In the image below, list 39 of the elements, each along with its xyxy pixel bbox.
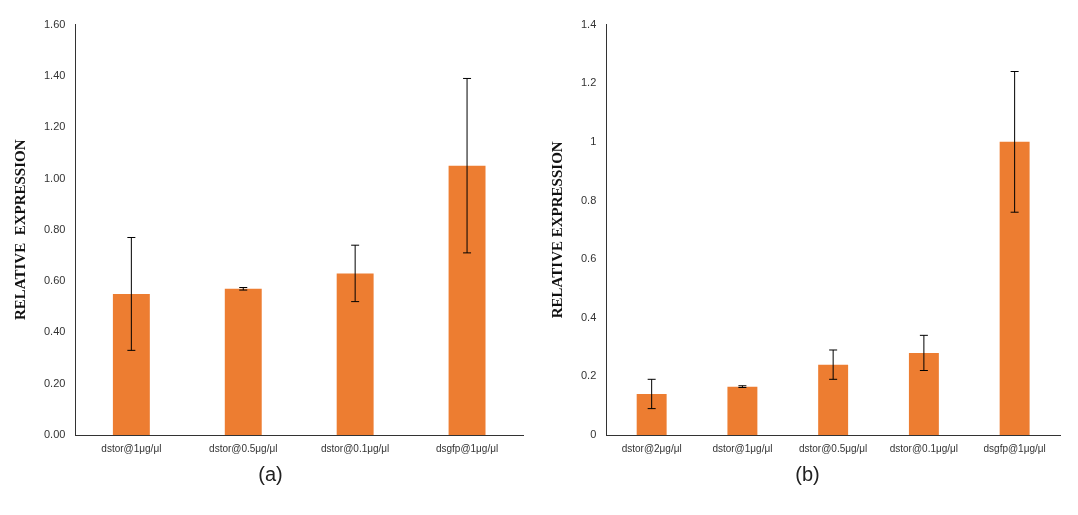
bar	[908, 352, 939, 435]
x-tick-label: dsgfp@1μg/μl	[435, 442, 499, 454]
y-tick-label: 1.4	[580, 17, 597, 30]
y-tick-label: 1.60	[43, 17, 66, 30]
y-tick-label: 0.80	[43, 222, 66, 235]
bar	[448, 165, 486, 435]
x-tick-label: dstor@0.1μg/μl	[320, 442, 390, 454]
text: (b)	[794, 463, 821, 486]
x-tick-label: dsgfp@1μg/μl	[983, 442, 1046, 454]
x-tick-label: dstor@0.1μg/μl	[889, 442, 959, 454]
x-tick-label: dstor@1μg/μl	[101, 442, 162, 454]
x-tick-label: dstor@1μg/μl	[712, 442, 773, 454]
x-tick-label: dstor@0.5μg/μl	[798, 442, 868, 454]
y-axis-title: RELATIVE EXPRESSION	[11, 139, 28, 321]
y-tick-label: 1.20	[43, 120, 66, 133]
bar	[999, 141, 1030, 435]
text: (a)	[257, 463, 284, 486]
bar	[224, 288, 262, 435]
y-tick-label: 0.4	[580, 310, 597, 323]
bar	[112, 293, 150, 435]
x-tick-label: dstor@2μg/μl	[621, 442, 682, 454]
x-tick-label: dstor@0.5μg/μl	[209, 442, 278, 454]
y-axis-title: RELATIVE EXPRESSION	[548, 141, 565, 319]
bar	[636, 393, 667, 435]
y-tick-label: 0.2	[580, 369, 597, 382]
bar	[727, 386, 758, 435]
y-tick-label: 0.8	[580, 193, 597, 206]
y-tick-label: 1.2	[580, 76, 597, 89]
bar	[336, 273, 374, 435]
y-tick-label: 1.40	[43, 68, 66, 81]
y-tick-label: 0.40	[43, 325, 66, 338]
y-tick-label: 1.00	[43, 171, 66, 184]
y-tick-label: 1	[590, 134, 597, 147]
y-tick-label: 0.6	[580, 252, 597, 265]
y-tick-label: 0	[590, 428, 597, 441]
y-tick-label: 0.20	[43, 376, 66, 389]
bar	[818, 364, 849, 435]
y-tick-label: 0.60	[43, 274, 66, 287]
y-tick-label: 0.00	[43, 428, 66, 441]
